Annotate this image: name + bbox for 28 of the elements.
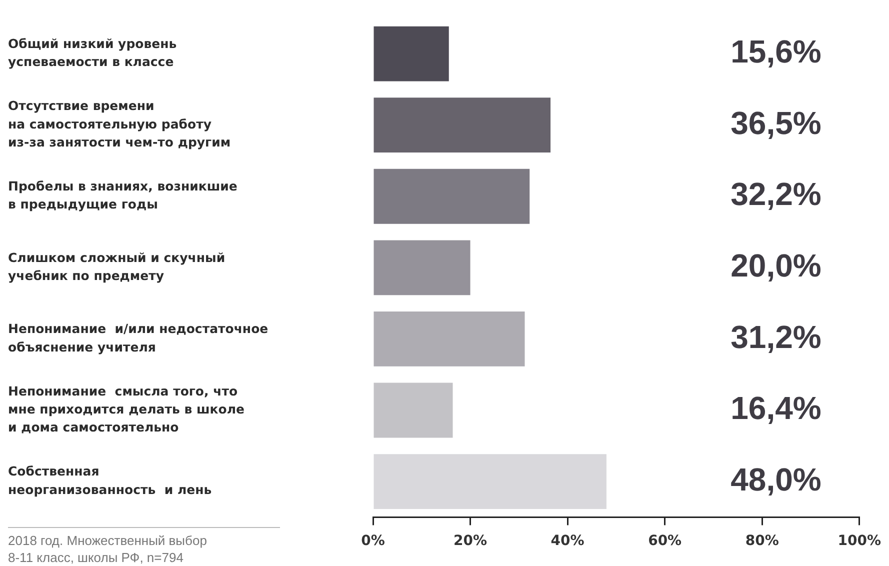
y-tick-label: Отсутствие времени на самостоятельную работу из-за занятости чем-то другим bbox=[8, 98, 231, 150]
data-label: 36,5% bbox=[730, 104, 822, 141]
y-tick-label: Слишком сложный и скучный учебник по предмету bbox=[8, 250, 226, 283]
data-label: 20,0% bbox=[730, 247, 822, 284]
bar bbox=[374, 240, 470, 296]
data-label: 32,2% bbox=[730, 176, 822, 212]
data-label: 31,2% bbox=[730, 318, 822, 355]
x-tick-label: 80% bbox=[745, 533, 779, 550]
x-tick-label: 0% bbox=[361, 533, 385, 550]
y-tick-label: Пробелы в знаниях, возникшие в предыдущие годы bbox=[8, 178, 238, 212]
x-tick-label: 20% bbox=[454, 533, 488, 550]
data-label: 16,4% bbox=[730, 390, 822, 426]
x-tick-label: 40% bbox=[550, 533, 584, 550]
bar bbox=[374, 312, 525, 366]
y-tick-label: Общий низкий уровень успеваемости в классе bbox=[8, 36, 177, 70]
bar bbox=[374, 26, 449, 82]
bar bbox=[374, 454, 606, 509]
bar bbox=[374, 382, 453, 438]
y-tick-label: Непонимание смысла того, что мне приходится делать в школе и дома самостоятельно bbox=[8, 383, 244, 435]
bar bbox=[374, 98, 551, 153]
x-tick-label: 60% bbox=[648, 533, 682, 550]
data-label: 15,6% bbox=[730, 34, 822, 70]
text: 2018 год. Множественный выбор 8-11 класс, школы РФ, n=794 bbox=[8, 527, 280, 566]
x-tick-label: 100% bbox=[838, 533, 882, 550]
y-tick-label: Непонимание и/или недостаточное объяснение учителя bbox=[8, 321, 268, 354]
y-tick-label: Собственная неорганизованность и лень bbox=[8, 464, 212, 497]
bar bbox=[374, 168, 530, 224]
data-label: 48,0% bbox=[730, 461, 822, 498]
